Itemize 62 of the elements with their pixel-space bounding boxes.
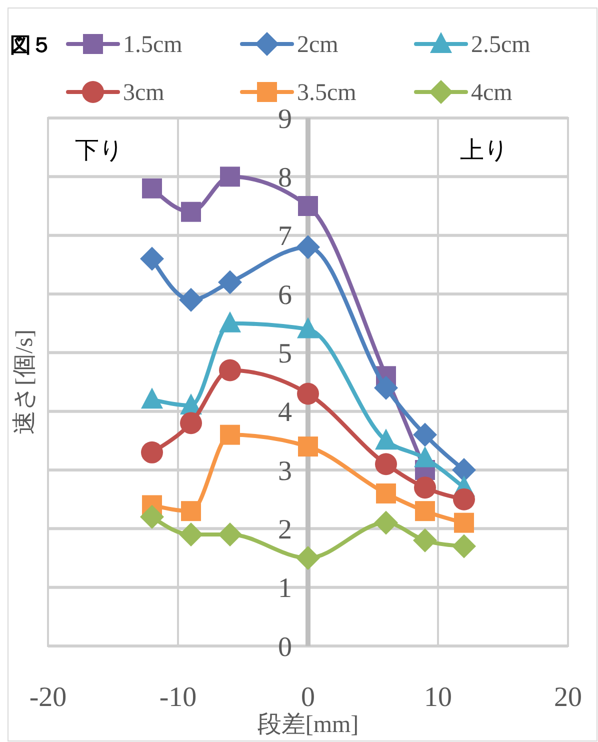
y-tick-label: 5	[278, 338, 292, 370]
point	[181, 501, 201, 522]
y-tick-label: 6	[278, 280, 292, 311]
point	[219, 359, 241, 382]
y-tick-label: 8	[278, 162, 292, 194]
point	[179, 522, 203, 547]
x-tick-label: -10	[159, 682, 197, 713]
x-axis-title: 段差[mm]	[257, 712, 359, 738]
chart-title: 図５	[10, 33, 52, 57]
annotation: 上り	[460, 136, 509, 164]
point	[413, 422, 437, 447]
point	[180, 412, 202, 434]
point	[219, 311, 241, 332]
point	[181, 202, 201, 222]
point	[141, 441, 163, 464]
y-tick-label: 4	[278, 397, 292, 428]
legend-label: 2cm	[297, 32, 339, 58]
point	[140, 246, 164, 271]
y-axis-title: 速さ[個/s]	[12, 330, 38, 434]
legend-label: 4cm	[471, 80, 513, 106]
point	[142, 178, 162, 198]
legend-label: 2.5cm	[471, 32, 531, 58]
point	[413, 528, 437, 552]
point	[376, 483, 396, 504]
legend-label: 3.5cm	[297, 80, 357, 106]
point	[297, 317, 319, 338]
point	[179, 288, 203, 312]
point	[220, 424, 240, 445]
point	[453, 488, 475, 510]
y-tick-label: 2	[278, 514, 292, 546]
x-tick-label: 20	[554, 682, 582, 713]
point	[415, 501, 435, 522]
point	[140, 504, 164, 529]
point	[414, 446, 436, 468]
point	[414, 476, 436, 499]
y-tick-label: 9	[278, 104, 292, 135]
point	[298, 196, 318, 216]
point	[218, 522, 242, 547]
point	[220, 166, 240, 187]
point	[454, 512, 474, 533]
y-tick-label: 0	[278, 632, 292, 663]
legend-label: 3cm	[123, 80, 165, 106]
x-tick-label: 10	[424, 682, 452, 713]
x-tick-label: -20	[29, 682, 67, 713]
point	[296, 546, 320, 570]
point	[375, 428, 397, 450]
point	[298, 436, 318, 457]
point	[218, 270, 242, 294]
point	[297, 382, 319, 405]
annotation: 下り	[75, 136, 124, 164]
y-tick-label: 3	[278, 456, 292, 487]
point	[296, 235, 320, 260]
point	[374, 510, 398, 535]
point	[374, 376, 398, 400]
point	[141, 388, 163, 409]
y-tick-label: 1	[278, 573, 292, 604]
point	[452, 534, 476, 558]
x-tick-label: 0	[301, 682, 315, 713]
legend-label: 1.5cm	[123, 32, 183, 58]
point	[452, 458, 476, 482]
y-tick-label: 7	[278, 221, 292, 252]
point	[375, 453, 397, 476]
